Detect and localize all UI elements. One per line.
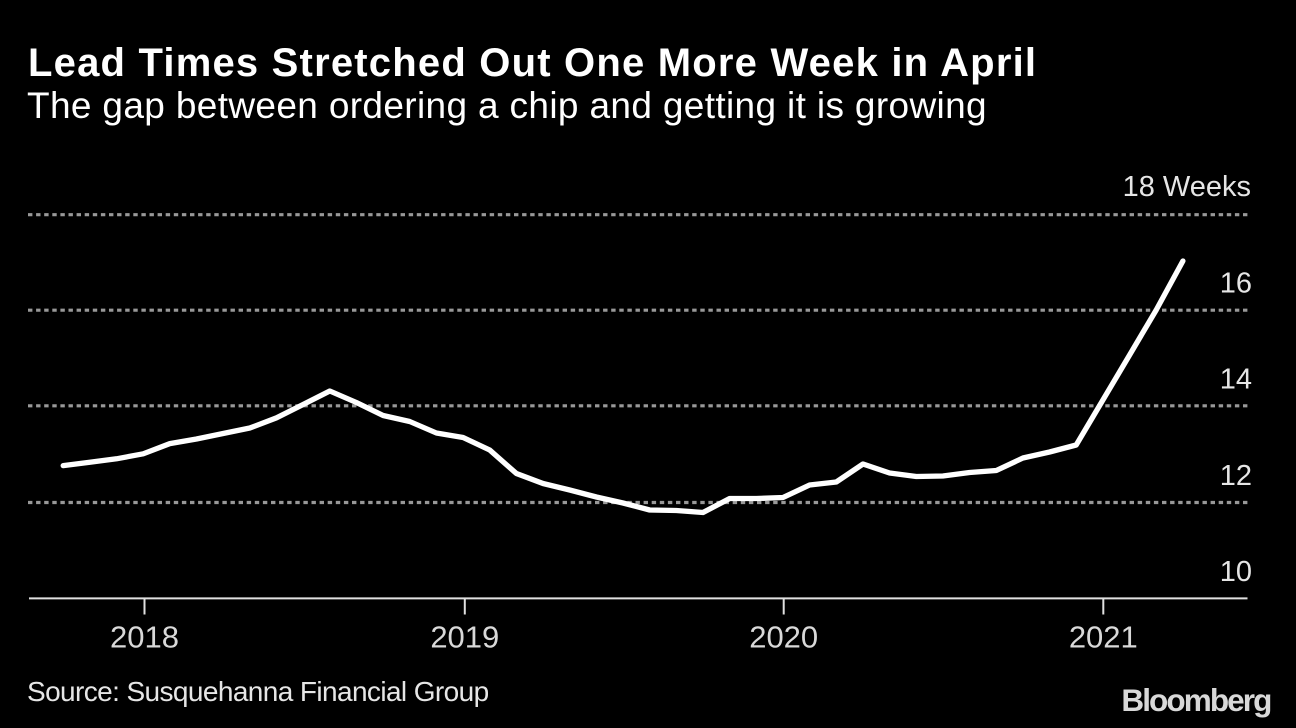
svg-text:2019: 2019: [430, 620, 499, 655]
svg-text:18 Weeks: 18 Weeks: [1123, 171, 1251, 203]
svg-text:2020: 2020: [749, 620, 818, 655]
svg-text:2018: 2018: [110, 620, 179, 655]
svg-text:14: 14: [1220, 363, 1252, 395]
svg-text:10: 10: [1220, 556, 1252, 588]
svg-text:2021: 2021: [1069, 620, 1138, 655]
svg-text:12: 12: [1220, 460, 1252, 492]
svg-text:16: 16: [1220, 268, 1252, 300]
